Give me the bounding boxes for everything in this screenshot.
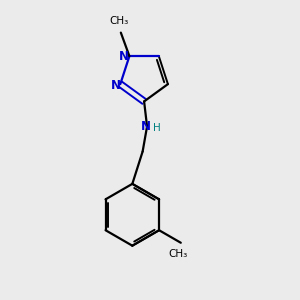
Text: CH₃: CH₃ <box>168 249 188 259</box>
Text: N: N <box>111 79 121 92</box>
Text: N: N <box>119 50 129 63</box>
Text: N: N <box>141 120 151 133</box>
Text: H: H <box>153 123 160 133</box>
Text: CH₃: CH₃ <box>110 16 129 26</box>
